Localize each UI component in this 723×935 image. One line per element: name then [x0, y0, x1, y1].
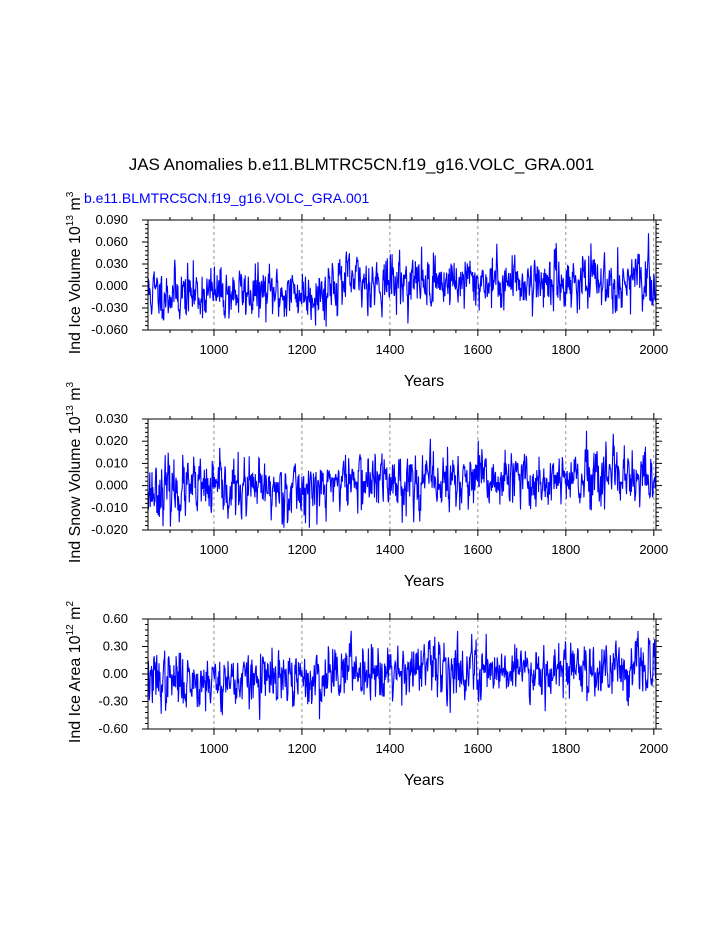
x-tick-label: 1400 — [375, 342, 404, 357]
y-tick-label: 0.000 — [95, 278, 128, 293]
data-series-line — [147, 233, 657, 327]
x-tick-label: 1200 — [287, 542, 316, 557]
x-tick-label: 1800 — [551, 542, 580, 557]
y-tick-label: -0.60 — [98, 721, 128, 736]
x-tick-label: 1600 — [463, 342, 492, 357]
x-tick-label: 1000 — [200, 342, 229, 357]
y-axis-label: Ind Snow Volume 1013 m3 — [65, 381, 84, 563]
y-axis-label-exponent: 12 — [65, 624, 76, 636]
plot-frame — [147, 418, 657, 531]
y-axis-label-text: Ind Ice Volume 10 — [67, 226, 84, 354]
x-tick-label: 1800 — [551, 741, 580, 756]
snow-volume-panel: 1000 1200 1400 1600 1800 2000 -0.020 -0.010 0.00… — [65, 381, 668, 590]
subtitle: b.e11.BLMTRC5CN.f19_g16.VOLC_GRA.001 — [84, 190, 370, 206]
y-tick-label: -0.30 — [98, 694, 128, 709]
y-tick-label: 0.30 — [103, 639, 128, 654]
y-axis-label-exponent: 13 — [65, 215, 76, 227]
y-axis-label-unit: m — [67, 607, 84, 625]
y-tick-label: 0.030 — [95, 411, 128, 426]
y-tick-label: -0.060 — [91, 322, 128, 337]
y-tick-label: 0.030 — [95, 256, 128, 271]
y-axis-label-unit: m — [67, 197, 84, 215]
y-axis-label-unit-exponent: 2 — [65, 601, 76, 607]
y-tick-label: 0.020 — [95, 433, 128, 448]
y-axis-label-text: Ind Ice Area 10 — [67, 635, 84, 743]
y-tick-label: -0.030 — [91, 300, 128, 315]
x-axis-label: Years — [404, 772, 444, 789]
y-tick-label: 0.060 — [95, 234, 128, 249]
x-tick-label: 2000 — [639, 741, 668, 756]
y-tick-label: 0.010 — [95, 455, 128, 470]
data-series-line — [147, 630, 657, 720]
x-tick-label: 1200 — [287, 741, 316, 756]
x-tick-label: 1400 — [375, 741, 404, 756]
main-title: JAS Anomalies b.e11.BLMTRC5CN.f19_g16.VO… — [128, 155, 595, 174]
y-tick-label: 0.00 — [103, 666, 128, 681]
x-tick-label: 1600 — [463, 741, 492, 756]
y-axis-label: Ind Ice Volume 1013 m3 — [65, 191, 84, 354]
ice-volume-panel: 1000 1200 1400 1600 1800 2000 -0.060 -0.030 0.00… — [65, 191, 668, 390]
y-tick-label: -0.020 — [91, 522, 128, 537]
x-tick-label: 1000 — [200, 542, 229, 557]
y-axis-label-unit-exponent: 3 — [65, 191, 76, 197]
x-tick-label: 2000 — [639, 342, 668, 357]
ice-area-panel: 1000 1200 1400 1600 1800 2000 -0.60 -0.30 0.00 0.… — [65, 601, 668, 789]
x-tick-label: 1200 — [287, 342, 316, 357]
x-tick-label: 1600 — [463, 542, 492, 557]
y-tick-label: 0.090 — [95, 212, 128, 227]
x-tick-label: 1400 — [375, 542, 404, 557]
plot-frame — [147, 219, 657, 331]
x-tick-label: 2000 — [639, 542, 668, 557]
y-axis-label-unit: m — [67, 387, 84, 405]
y-axis-label-exponent: 13 — [65, 405, 76, 417]
y-axis-label: Ind Ice Area 1012 m2 — [65, 601, 84, 744]
x-tick-label: 1000 — [200, 741, 229, 756]
x-tick-label: 1800 — [551, 342, 580, 357]
x-axis-label: Years — [404, 573, 444, 590]
y-axis-label-text: Ind Snow Volume 10 — [67, 416, 84, 563]
data-series-line — [147, 430, 657, 528]
y-tick-label: 0.60 — [103, 611, 128, 626]
y-axis-label-unit-exponent: 3 — [65, 381, 76, 387]
y-tick-label: -0.010 — [91, 500, 128, 515]
y-tick-label: 0.000 — [95, 478, 128, 493]
x-axis-label: Years — [404, 373, 444, 390]
